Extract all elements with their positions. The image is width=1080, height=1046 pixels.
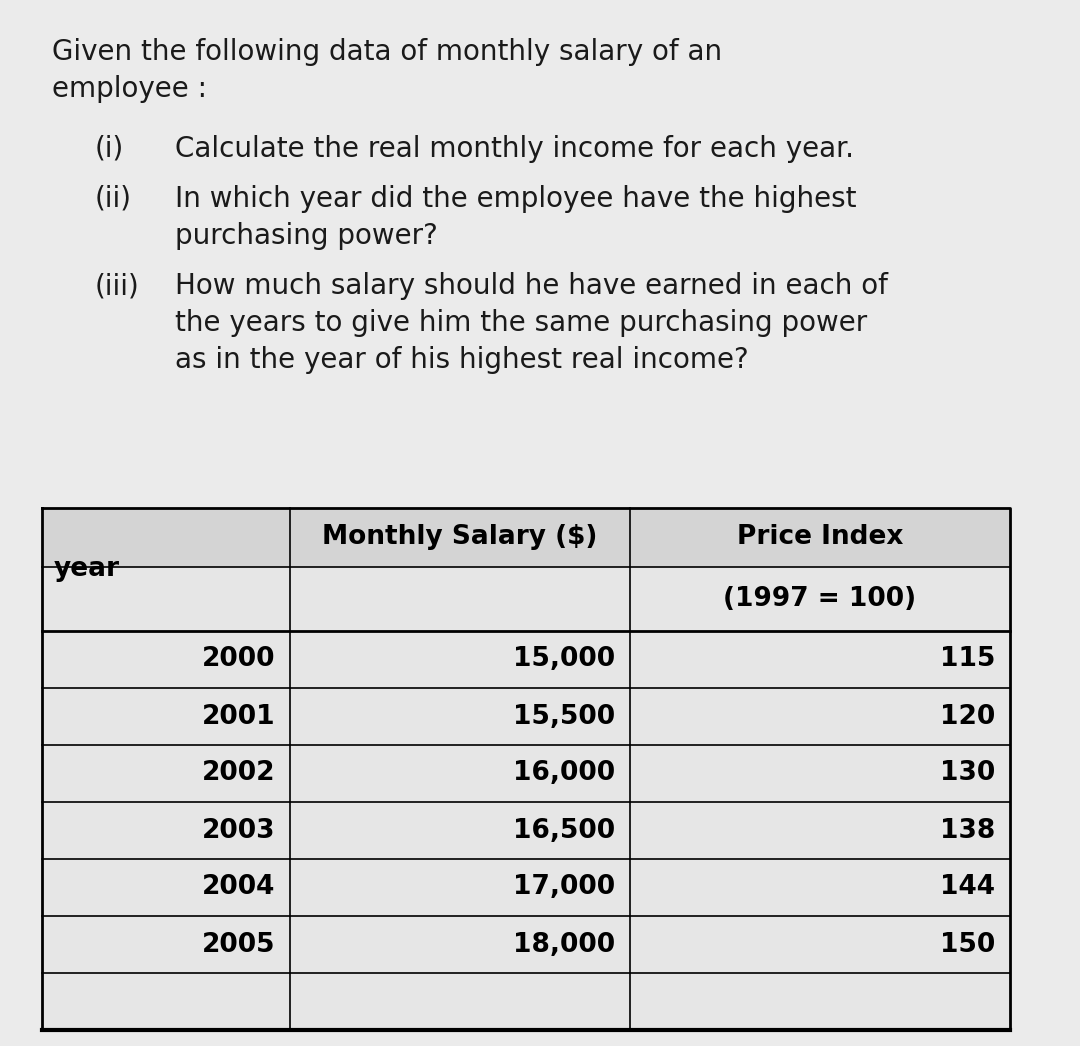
Bar: [42, 745, 1010, 802]
Text: 16,000: 16,000: [513, 760, 615, 787]
Bar: [42, 508, 1010, 1030]
Bar: [42, 688, 1010, 745]
Text: year: year: [54, 556, 120, 583]
Bar: [42, 567, 1010, 631]
Text: 18,000: 18,000: [513, 932, 615, 957]
Bar: [42, 859, 1010, 916]
Text: How much salary should he have earned in each of: How much salary should he have earned in…: [175, 272, 888, 300]
Text: 17,000: 17,000: [513, 874, 615, 901]
Bar: [42, 802, 1010, 859]
Text: Monthly Salary ($): Monthly Salary ($): [322, 524, 597, 550]
Text: (iii): (iii): [95, 272, 139, 300]
Text: purchasing power?: purchasing power?: [175, 222, 437, 250]
Text: as in the year of his highest real income?: as in the year of his highest real incom…: [175, 346, 748, 374]
Text: 2001: 2001: [201, 704, 275, 729]
Text: 2003: 2003: [202, 818, 275, 843]
Text: employee :: employee :: [52, 75, 207, 103]
Bar: [42, 631, 1010, 688]
Text: 2005: 2005: [202, 932, 275, 957]
Text: (1997 = 100): (1997 = 100): [724, 586, 917, 612]
Text: 2002: 2002: [202, 760, 275, 787]
Text: 16,500: 16,500: [513, 818, 615, 843]
Text: 15,500: 15,500: [513, 704, 615, 729]
Text: 150: 150: [940, 932, 995, 957]
Text: 120: 120: [940, 704, 995, 729]
Bar: [42, 508, 1010, 567]
Text: 115: 115: [940, 646, 995, 673]
Text: 138: 138: [940, 818, 995, 843]
Text: Given the following data of monthly salary of an: Given the following data of monthly sala…: [52, 38, 723, 66]
Bar: [42, 973, 1010, 1030]
Text: Price Index: Price Index: [737, 524, 903, 550]
Text: In which year did the employee have the highest: In which year did the employee have the …: [175, 185, 856, 213]
Text: 2004: 2004: [202, 874, 275, 901]
Bar: [42, 916, 1010, 973]
Text: 130: 130: [940, 760, 995, 787]
Text: 15,000: 15,000: [513, 646, 615, 673]
Text: (i): (i): [95, 135, 124, 163]
Text: 2000: 2000: [202, 646, 275, 673]
Text: (ii): (ii): [95, 185, 132, 213]
Text: the years to give him the same purchasing power: the years to give him the same purchasin…: [175, 309, 867, 337]
Text: Calculate the real monthly income for each year.: Calculate the real monthly income for ea…: [175, 135, 854, 163]
Text: 144: 144: [940, 874, 995, 901]
